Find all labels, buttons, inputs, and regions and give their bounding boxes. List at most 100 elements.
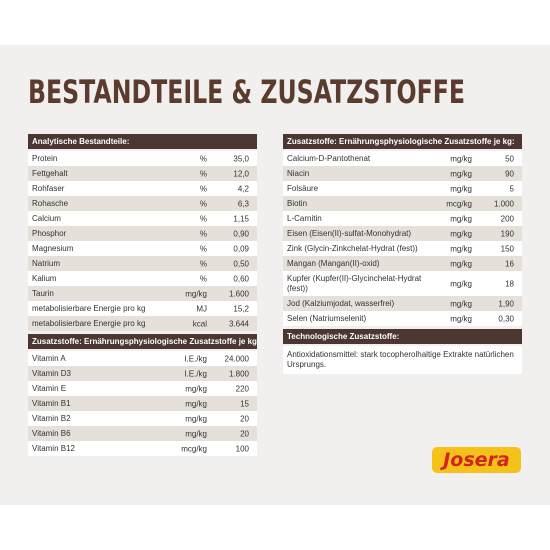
section: Technologische Zusatzstoffe: Antioxidatio…	[283, 329, 522, 374]
table-row: Vitamin B1 mg/kg 15	[28, 396, 257, 411]
row-unit: mcg/kg	[181, 444, 207, 453]
table-row: Calcium% 1,15	[28, 211, 257, 226]
table-row: Rohasche% 6,3	[28, 196, 257, 211]
table-row: Selen (Natriumselenit) mg/kg 0,30	[283, 311, 522, 326]
table-row: Taurin mg/kg 1.600	[28, 286, 257, 301]
row-value: 220	[235, 384, 249, 393]
row-unit: %	[199, 274, 207, 283]
row-name: Vitamin D3	[32, 368, 71, 378]
row-unit: mcg/kg	[446, 199, 472, 208]
row-value: 50	[505, 154, 514, 163]
row-unit: mg/kg	[450, 299, 472, 308]
row-name: Calcium	[32, 213, 61, 223]
row-unit: I.E./kg	[184, 369, 207, 378]
row-value: 24.000	[224, 354, 249, 363]
table-row: Niacin mg/kg 90	[283, 166, 522, 181]
row-unit: %	[199, 199, 207, 208]
row-value: 100	[235, 444, 249, 453]
row-value: 0,30	[498, 314, 514, 323]
row-value: 5	[509, 184, 514, 193]
row-value: 18	[505, 279, 514, 288]
row-unit: I.E./kg	[184, 354, 207, 363]
row-name: Vitamin B2	[32, 413, 71, 423]
row-value: 1.000	[493, 199, 514, 208]
row-name: Mangan (Mangan(II)-oxid)	[287, 258, 380, 268]
row-name: Vitamin A	[32, 353, 66, 363]
row-name: Zink (Glycin-Zinkchelat-Hydrat (fest))	[287, 243, 418, 253]
row-unit: mg/kg	[450, 244, 472, 253]
row-unit: %	[199, 169, 207, 178]
table-row: Mangan (Mangan(II)-oxid) mg/kg 16	[283, 256, 522, 271]
row-name: Selen (Natriumselenit)	[287, 313, 367, 323]
row-value: 200	[500, 214, 514, 223]
row-name: metabolisierbare Energie pro kg	[32, 303, 146, 313]
row-value: 16	[505, 259, 514, 268]
row-name: Vitamin B1	[32, 398, 71, 408]
row-name: L-Carnitin	[287, 213, 322, 223]
row-name: Phosphor	[32, 228, 67, 238]
row-value: 1,15	[233, 214, 249, 223]
row-unit: kcal	[192, 319, 207, 328]
row-name: Jod (Kalziumjodat, wasserfrei)	[287, 298, 395, 308]
row-value: 6,3	[237, 199, 249, 208]
row-unit: mg/kg	[450, 184, 472, 193]
table-row: Vitamin B6 mg/kg 20	[28, 426, 257, 441]
row-value: 1,90	[498, 299, 514, 308]
row-value: 20	[240, 429, 249, 438]
row-name: metabolisierbare Energie pro kg	[32, 318, 146, 328]
table-row: Protein% 35,0	[28, 151, 257, 166]
left-column: Analytische Bestandteile: Protein% 35,0 Fet…	[28, 134, 257, 459]
table-row: Phosphor% 0,90	[28, 226, 257, 241]
section-text: Antioxidationsmittel: stark tocopherolha…	[283, 346, 522, 374]
row-unit: mg/kg	[450, 279, 472, 288]
row-unit: %	[199, 229, 207, 238]
table-row: Vitamin A I.E./kg 24.000	[28, 351, 257, 366]
table-row: Natrium% 0,50	[28, 256, 257, 271]
row-value: 15,2	[233, 304, 249, 313]
row-name: Rohfaser	[32, 183, 65, 193]
table-row: Fettgehalt% 12,0	[28, 166, 257, 181]
row-value: 4,2	[237, 184, 249, 193]
row-value: 1.600	[228, 289, 249, 298]
row-unit: mg/kg	[450, 259, 472, 268]
table-row: Vitamin E mg/kg 220	[28, 381, 257, 396]
row-unit: mg/kg	[450, 169, 472, 178]
section: Analytische Bestandteile: Protein% 35,0 Fet…	[28, 134, 257, 331]
row-value: 0,90	[233, 229, 249, 238]
row-name: Taurin	[32, 288, 54, 298]
row-unit: %	[199, 244, 207, 253]
table-row: Jod (Kalziumjodat, wasserfrei) mg/kg 1,90	[283, 296, 522, 311]
section-header: Technologische Zusatzstoffe:	[283, 329, 522, 344]
table-row: Eisen (Eisen(II)-sulfat-Monohydrat) mg/kg…	[283, 226, 522, 241]
row-name: Vitamin B12	[32, 443, 75, 453]
row-name: Fettgehalt	[32, 168, 68, 178]
row-name: Kupfer (Kupfer(II)-Glycinchelat-Hydrat (…	[287, 273, 422, 293]
row-value: 0,60	[233, 274, 249, 283]
row-name: Vitamin E	[32, 383, 67, 393]
table-row: Biotin mcg/kg 1.000	[283, 196, 522, 211]
table-row: Kalium% 0,60	[28, 271, 257, 286]
table-row: Vitamin B2 mg/kg 20	[28, 411, 257, 426]
table-row: Vitamin B12 mcg/kg 100	[28, 441, 257, 456]
row-value: 15	[240, 399, 249, 408]
row-value: 35,0	[233, 154, 249, 163]
row-name: Rohasche	[32, 198, 69, 208]
table-row: Zink (Glycin-Zinkchelat-Hydrat (fest)) mg…	[283, 241, 522, 256]
row-name: Eisen (Eisen(II)-sulfat-Monohydrat)	[287, 228, 412, 238]
logo: Josera	[432, 447, 521, 473]
row-unit: %	[199, 154, 207, 163]
row-name: Protein	[32, 153, 58, 163]
table-row: metabolisierbare Energie pro kg MJ 15,2	[28, 301, 257, 316]
right-column: Zusatzstoffe: Ernährungsphysiologische Z…	[283, 134, 522, 377]
section: Zusatzstoffe: Ernährungsphysiologische Z…	[283, 134, 522, 326]
table-row: metabolisierbare Energie pro kg kcal 3.644	[28, 316, 257, 331]
row-unit: %	[199, 259, 207, 268]
row-unit: MJ	[196, 304, 207, 313]
row-unit: mg/kg	[185, 414, 207, 423]
title-svg: BESTANDTEILE & ZUSATZSTOFFE	[28, 73, 465, 111]
table-row: Calcium-D-Pantothenat mg/kg 50	[283, 151, 522, 166]
row-unit: mg/kg	[450, 229, 472, 238]
row-unit: mg/kg	[185, 289, 207, 298]
section-header: Analytische Bestandteile:	[28, 134, 257, 149]
